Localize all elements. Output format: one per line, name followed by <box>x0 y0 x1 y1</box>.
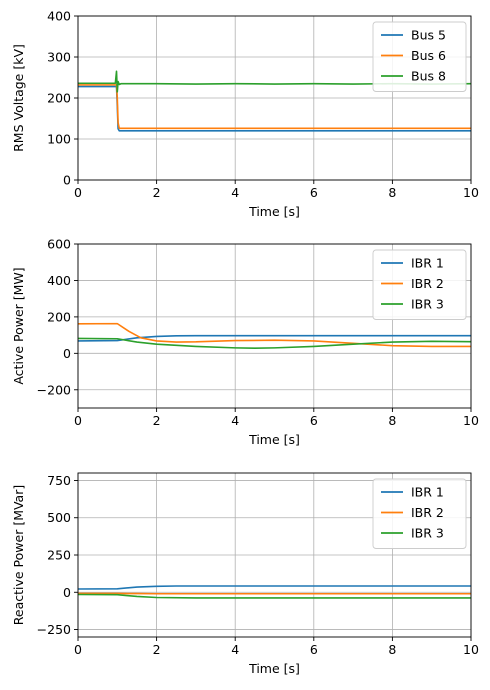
x-tick-label: 6 <box>310 413 318 428</box>
y-tick-label: 200 <box>47 309 71 324</box>
legend-box <box>372 249 467 320</box>
series-line-ibr-3 <box>78 593 471 599</box>
x-tick-label: 8 <box>388 185 396 200</box>
x-tick-label: 8 <box>388 413 396 428</box>
x-tick-label: 10 <box>463 413 479 428</box>
legend-label: Bus 8 <box>411 69 446 84</box>
x-tick-label: 10 <box>463 642 479 657</box>
legend: IBR 1 IBR 2 IBR 3 <box>372 478 467 549</box>
legend-label: IBR 2 <box>411 276 444 291</box>
series-line-ibr-3 <box>78 337 471 350</box>
x-tick-label: 0 <box>74 642 82 657</box>
y-axis-label: RMS Voltage [kV] <box>11 44 26 152</box>
y-tick-label: 0 <box>63 346 71 361</box>
legend-box <box>372 478 467 549</box>
y-tick-label: −250 <box>37 622 71 637</box>
legend-label: IBR 1 <box>411 485 444 500</box>
series-line-ibr-2 <box>78 322 471 348</box>
x-tick-label: 4 <box>231 642 239 657</box>
legend: IBR 1 IBR 2 IBR 3 <box>372 249 467 320</box>
x-tick-label: 10 <box>463 185 479 200</box>
series-line-ibr-1 <box>78 585 471 590</box>
y-tick-label: 600 <box>47 237 71 252</box>
series-group <box>78 585 471 599</box>
legend: Bus 5 Bus 6 Bus 8 <box>372 21 467 92</box>
x-tick-label: 2 <box>153 185 161 200</box>
chart-panel-2: 0 2 4 6 8 10 −200 0 200 400 600 Time [s] Active Powe… <box>11 237 479 448</box>
x-tick-label: 8 <box>388 642 396 657</box>
x-tick-label: 6 <box>310 642 318 657</box>
x-axis-label: Time [s] <box>248 432 300 447</box>
legend-label: IBR 3 <box>411 297 444 312</box>
x-tick-label: 4 <box>231 185 239 200</box>
legend-label: IBR 2 <box>411 505 444 520</box>
x-tick-label: 6 <box>310 185 318 200</box>
y-tick-label: 250 <box>47 548 71 563</box>
legend-label: Bus 6 <box>411 48 446 63</box>
y-tick-label: 0 <box>63 585 71 600</box>
y-tick-label: 0 <box>63 173 71 188</box>
x-axis-label: Time [s] <box>248 204 300 219</box>
y-tick-label: 500 <box>47 510 71 525</box>
legend-box <box>372 21 467 92</box>
series-line-bus-5 <box>78 85 471 132</box>
x-tick-label: 2 <box>153 642 161 657</box>
series-line-bus-6 <box>78 84 471 130</box>
x-tick-label: 2 <box>153 413 161 428</box>
y-tick-label: 100 <box>47 132 71 147</box>
y-tick-label: 400 <box>47 273 71 288</box>
x-tick-label: 0 <box>74 185 82 200</box>
y-tick-label: 400 <box>47 9 71 24</box>
x-tick-label: 0 <box>74 413 82 428</box>
y-tick-label: 750 <box>47 473 71 488</box>
series-group <box>78 322 471 350</box>
x-tick-label: 4 <box>231 413 239 428</box>
y-tick-label: 200 <box>47 91 71 106</box>
y-tick-label: −200 <box>37 382 71 397</box>
legend-label: Bus 5 <box>411 28 446 43</box>
x-axis-label: Time [s] <box>248 661 300 676</box>
y-tick-label: 300 <box>47 50 71 65</box>
series-line-ibr-1 <box>78 334 471 342</box>
y-axis-label: Reactive Power [MVar] <box>11 485 26 625</box>
axes-frame <box>77 243 472 409</box>
legend-label: IBR 1 <box>411 256 444 271</box>
legend-label: IBR 3 <box>411 526 444 541</box>
y-axis-label: Active Power [MW] <box>11 267 26 384</box>
